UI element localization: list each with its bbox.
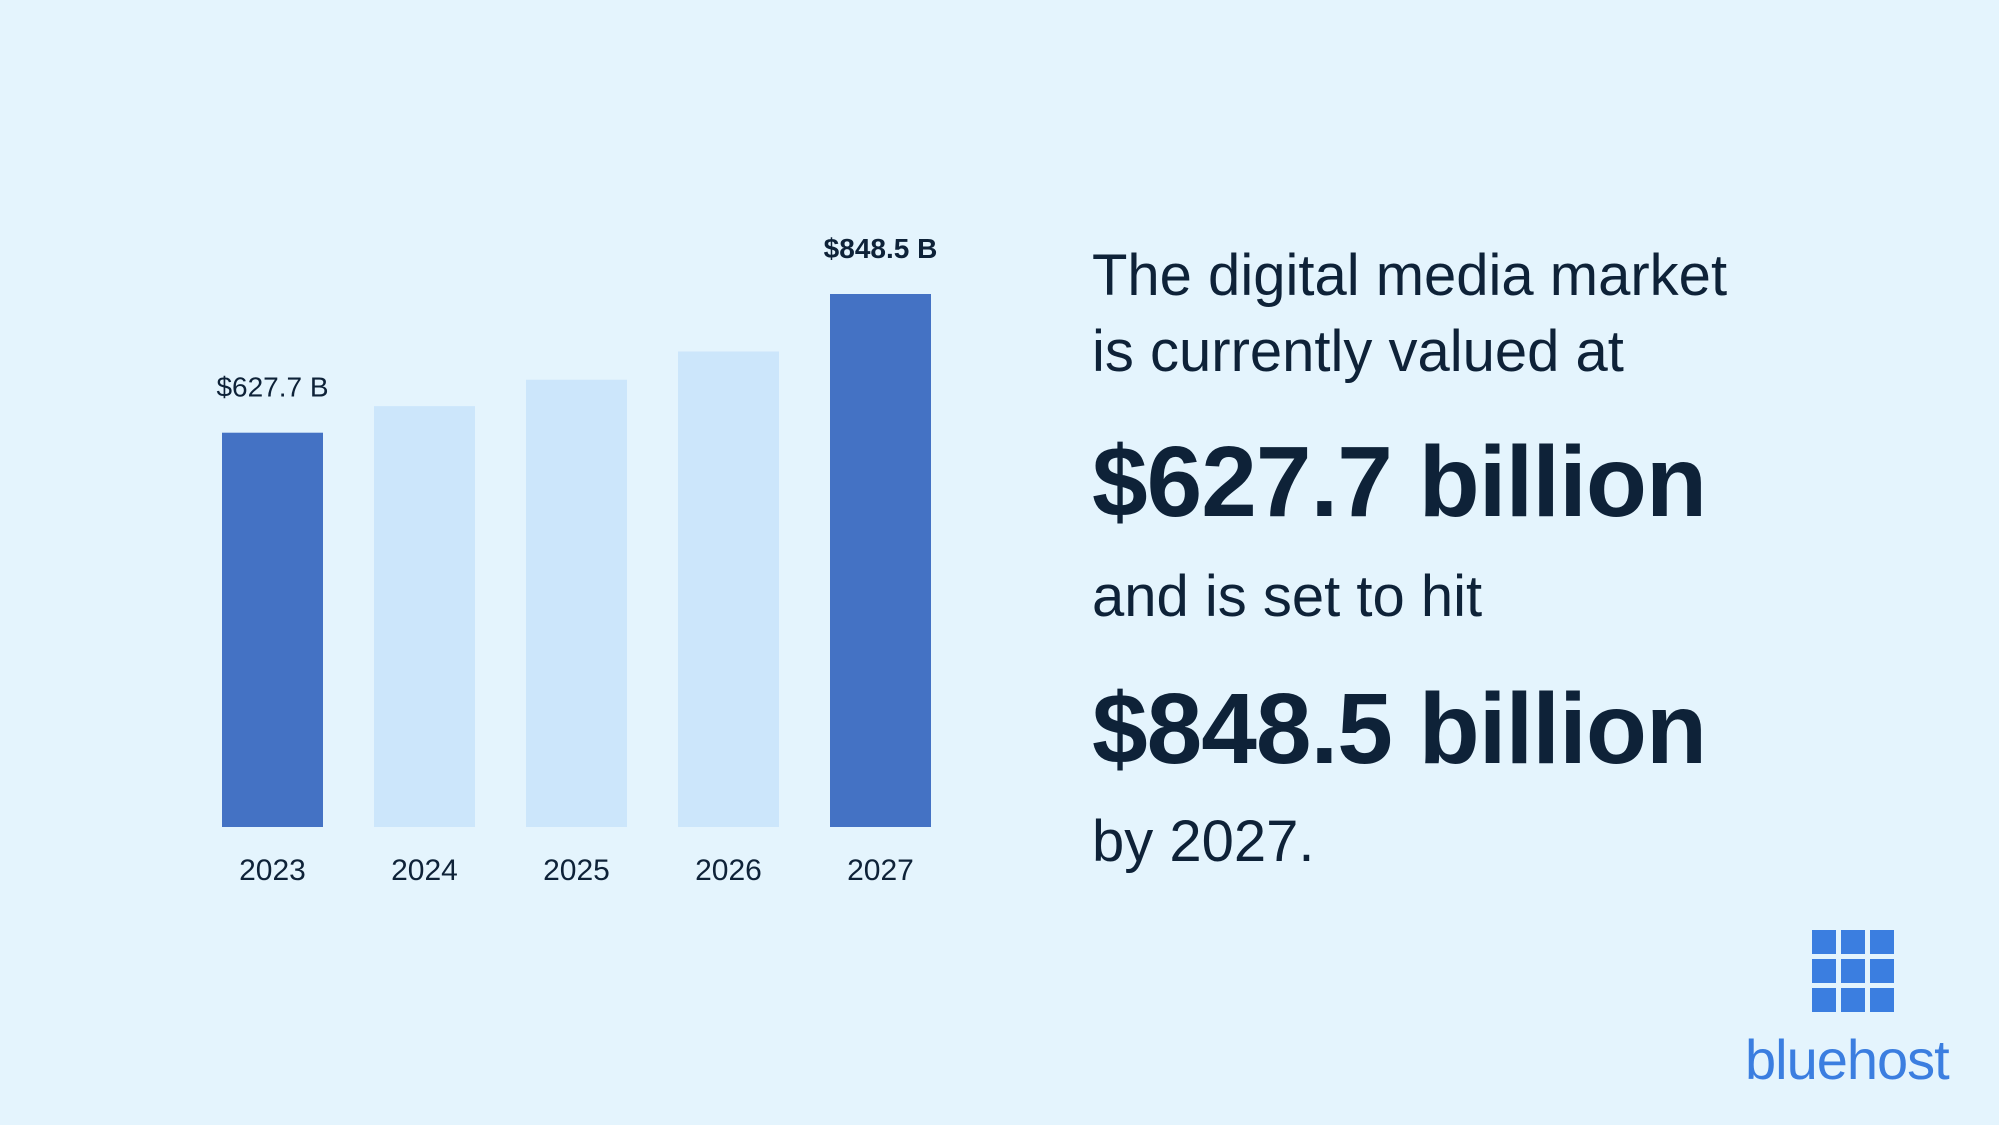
x-tick-label: 2027 (847, 854, 914, 887)
bar-2023 (222, 432, 323, 827)
data-label: $848.5 B (824, 233, 938, 264)
bar-2024 (374, 406, 475, 827)
bar-2025 (526, 379, 627, 827)
x-tick-label: 2023 (239, 854, 306, 887)
x-tick-label: 2026 (695, 854, 762, 887)
data-label: $627.7 B (216, 372, 328, 403)
bar-2027 (830, 294, 931, 827)
grid-icon (1812, 930, 1894, 1012)
bar-2026 (678, 351, 779, 827)
x-tick-label: 2024 (391, 854, 458, 887)
logo-text: bluehost (1745, 1028, 1950, 1091)
current-value: $627.7 billion (1092, 426, 1707, 538)
headline-intro: The digital media market is currently va… (1092, 238, 1727, 390)
headline-line-1: The digital media market (1092, 243, 1728, 308)
bar-chart: 2023 $627.7 B 2024 2025 2026 2027 $848.5 B (216, 233, 938, 887)
x-tick-label: 2025 (543, 854, 610, 887)
projected-value: $848.5 billion (1092, 673, 1707, 785)
headline-line-4: by 2027. (1092, 809, 1315, 874)
headline-line-2: is currently valued at (1092, 319, 1624, 384)
headline-line-3: and is set to hit (1092, 564, 1483, 629)
